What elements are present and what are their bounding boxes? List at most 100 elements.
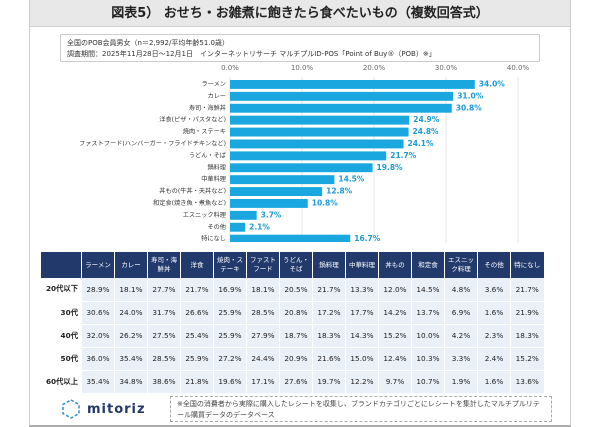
table-row: 50代 36.0% 35.4% 28.5% 25.9% 27.2% 24.4% 20.9% 21… bbox=[40, 347, 544, 371]
table-cell: 15.2% bbox=[510, 347, 544, 371]
table-cell: 10.3% bbox=[411, 347, 445, 371]
table-cell: 2.3% bbox=[477, 324, 511, 348]
bar bbox=[230, 222, 246, 232]
column-header: ラーメン bbox=[81, 252, 115, 278]
table-cell: 15.0% bbox=[345, 347, 379, 371]
table-cell: 18.3% bbox=[510, 324, 544, 348]
column-header: 中華料理 bbox=[345, 252, 379, 278]
table-cell: 14.3% bbox=[345, 324, 379, 348]
table-cell: 30.6% bbox=[81, 301, 115, 325]
column-header: 鍋料理 bbox=[312, 252, 346, 278]
x-tick-label: 20.0% bbox=[363, 64, 386, 72]
table-cell: 31.7% bbox=[147, 301, 181, 325]
table-cell: 21.7% bbox=[510, 278, 544, 302]
category-label: 特になし bbox=[201, 235, 226, 242]
table-cell: 26.6% bbox=[180, 301, 214, 325]
row-header: 50代 bbox=[40, 347, 82, 371]
table-cell: 25.9% bbox=[213, 301, 247, 325]
column-header: 丼もの bbox=[378, 252, 412, 278]
table-cell: 13.7% bbox=[411, 301, 445, 325]
data-label: 2.1% bbox=[249, 222, 270, 231]
table-cell: 10.0% bbox=[411, 324, 445, 348]
table-cell: 27.9% bbox=[246, 324, 280, 348]
table-cell: 13.6% bbox=[510, 370, 544, 394]
data-label: 3.7% bbox=[261, 210, 282, 219]
bar bbox=[230, 115, 410, 125]
table-cell: 28.9% bbox=[81, 278, 115, 302]
table-cell: 28.5% bbox=[246, 301, 280, 325]
row-header: 20代以下 bbox=[40, 278, 82, 302]
category-label: 鍋料理 bbox=[207, 163, 226, 171]
category-label: カレー bbox=[207, 93, 226, 100]
table-row: 30代 30.6% 24.0% 31.7% 26.6% 25.9% 28.5% 20.8% 17… bbox=[40, 301, 544, 325]
x-tick-label: 0.0% bbox=[221, 64, 239, 72]
figure-frame: 図表5） おせち・お雑煮に飽きたら食べたいもの（複数回答式） 全国のPOB会員男… bbox=[29, 0, 571, 427]
table-cell: 35.4% bbox=[114, 347, 148, 371]
table-cell: 24.4% bbox=[246, 347, 280, 371]
category-label: 中華料理 bbox=[201, 175, 226, 183]
logo-text: mitoriz bbox=[87, 401, 146, 417]
table-row: 20代以下 28.9% 18.1% 27.7% 21.7% 16.9% 18.1% 20.5%… bbox=[40, 278, 544, 302]
category-label: 寿司・海鮮丼 bbox=[189, 104, 226, 112]
table-cell: 26.2% bbox=[114, 324, 148, 348]
table-cell: 12.0% bbox=[378, 278, 412, 302]
column-header: カレー bbox=[114, 252, 148, 278]
data-label: 34.0% bbox=[479, 80, 506, 89]
table-cell: 1.6% bbox=[477, 301, 511, 325]
table-cell: 4.2% bbox=[444, 324, 478, 348]
table-cell: 12.2% bbox=[345, 370, 379, 394]
table-cell: 21.7% bbox=[312, 278, 346, 302]
category-label: ファストフード(ハンバーガー・フライドチキンなど) bbox=[79, 140, 226, 148]
table-cell: 21.7% bbox=[180, 278, 214, 302]
table-cell: 34.8% bbox=[114, 370, 148, 394]
table-cell: 18.3% bbox=[312, 324, 346, 348]
row-header: 40代 bbox=[40, 324, 82, 348]
survey-sample: 全国のPOB会員男女（n＝2,992/平均年齢51.0歳） bbox=[67, 39, 229, 47]
table-cell: 27.2% bbox=[213, 347, 247, 371]
table-cell: 20.5% bbox=[279, 278, 313, 302]
column-header: 寿司・海鮮丼 bbox=[147, 252, 181, 278]
column-header: 和定食 bbox=[411, 252, 445, 278]
bar bbox=[230, 199, 308, 208]
table-cell: 3.3% bbox=[444, 347, 478, 371]
table-cell: 12.4% bbox=[378, 347, 412, 371]
table-cell: 13.3% bbox=[345, 278, 379, 302]
table-cell: 18.1% bbox=[246, 278, 280, 302]
table-cell: 14.2% bbox=[378, 301, 412, 325]
category-label: 洋食(ピザ・パスタなど) bbox=[159, 116, 226, 124]
column-header: エスニック料理 bbox=[444, 252, 478, 278]
table-cell: 25.4% bbox=[180, 324, 214, 348]
data-label: 21.7% bbox=[390, 151, 417, 160]
category-label: 焼肉・ステーキ bbox=[183, 128, 226, 136]
bar bbox=[230, 127, 409, 137]
row-header: 60代以上 bbox=[40, 370, 82, 394]
data-label: 24.9% bbox=[413, 115, 440, 124]
bar bbox=[230, 80, 475, 89]
data-label: 19.8% bbox=[377, 163, 404, 172]
mitoriz-logo: mitoriz bbox=[60, 398, 146, 420]
table-cell: 28.5% bbox=[147, 347, 181, 371]
table-cell: 19.6% bbox=[213, 370, 247, 394]
table-corner bbox=[40, 252, 82, 278]
table-cell: 24.0% bbox=[114, 301, 148, 325]
table-cell: 15.2% bbox=[378, 324, 412, 348]
bar-chart: 0.0% 10.0% 20.0% 30.0% 40.0% ラーメン 34.0% カレー 31.0… bbox=[79, 64, 529, 242]
data-label: 10.8% bbox=[312, 199, 339, 208]
category-label: エスニック料理 bbox=[183, 211, 226, 219]
hexagon-logo-icon bbox=[62, 399, 80, 419]
column-header: ファストフード bbox=[246, 252, 280, 278]
table-cell: 6.9% bbox=[444, 301, 478, 325]
table-cell: 9.7% bbox=[378, 370, 412, 394]
survey-period: 調査期間：2025年11月28日～12月1日 インターネットリサーチ マルチプル… bbox=[67, 50, 436, 58]
table-cell: 21.8% bbox=[180, 370, 214, 394]
table-cell: 36.0% bbox=[81, 347, 115, 371]
bar bbox=[230, 163, 373, 173]
table-cell: 21.9% bbox=[510, 301, 544, 325]
bar bbox=[230, 234, 351, 242]
table-cell: 19.7% bbox=[312, 370, 346, 394]
data-label: 24.1% bbox=[408, 139, 435, 148]
row-header: 30代 bbox=[40, 301, 82, 325]
table-cell: 27.5% bbox=[147, 324, 181, 348]
table-cell: 4.8% bbox=[444, 278, 478, 302]
table-cell: 14.5% bbox=[411, 278, 445, 302]
